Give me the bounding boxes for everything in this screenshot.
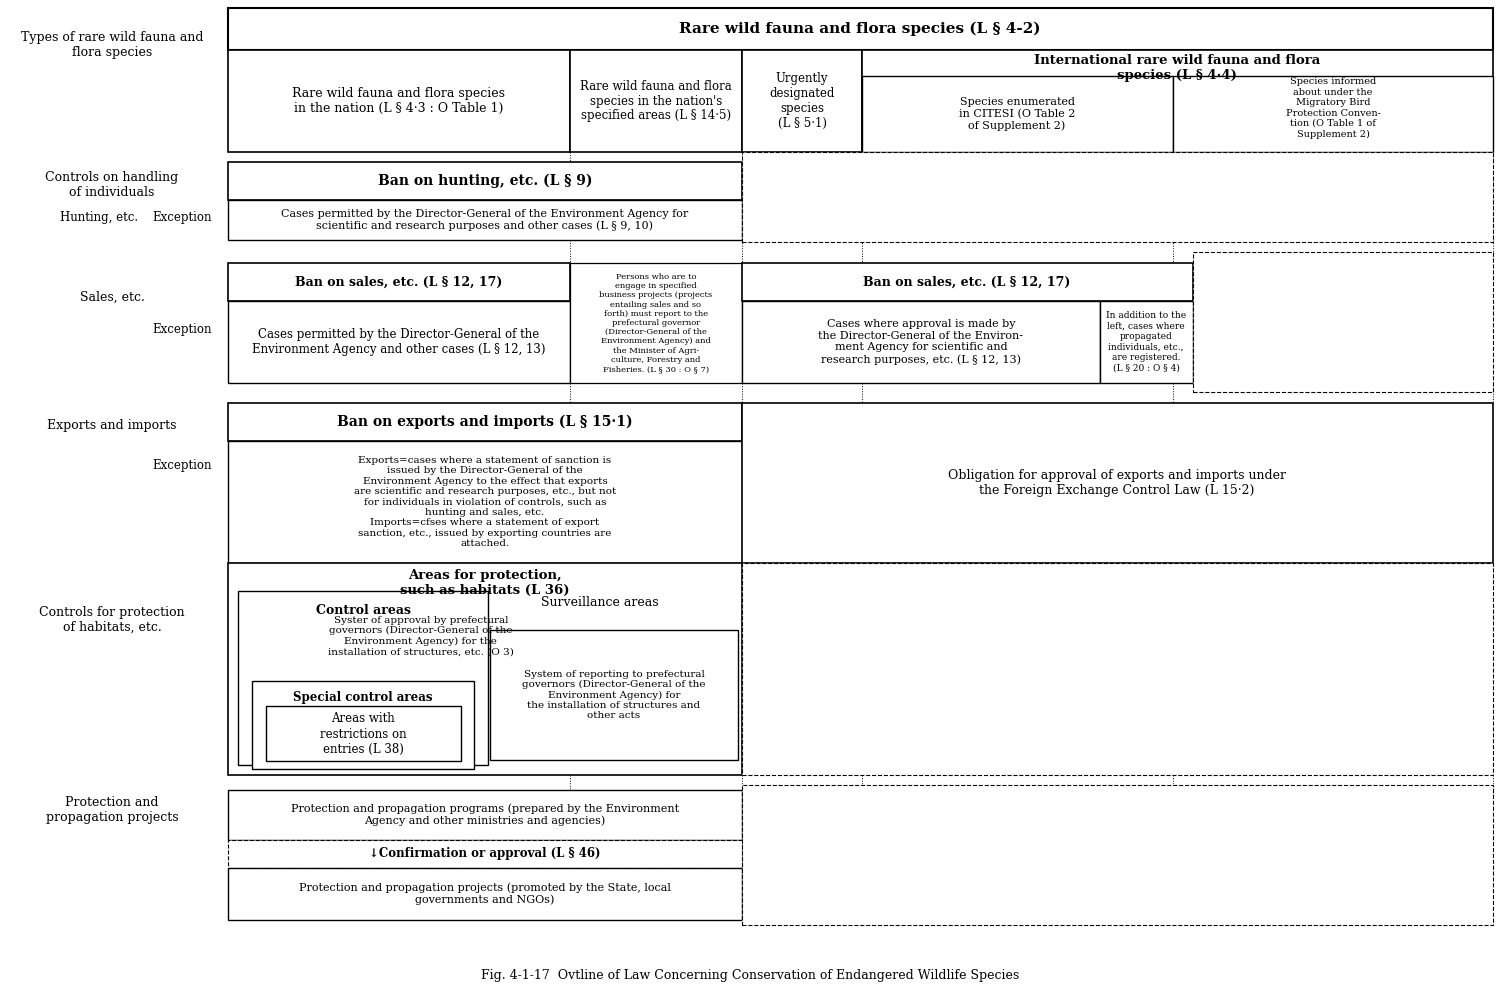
Bar (228, 263, 570, 301)
Bar (239, 591, 488, 765)
Text: Obligation for approval of exports and imports under
the Foreign Exchange Contro: Obligation for approval of exports and i… (949, 469, 1286, 497)
Bar (228, 790, 741, 840)
Text: Controls for protection
of habitats, etc.: Controls for protection of habitats, etc… (39, 606, 185, 634)
Bar (741, 263, 1193, 301)
Bar (1172, 76, 1493, 152)
Bar (741, 785, 1493, 925)
Bar (741, 301, 1100, 383)
Text: Ban on sales, etc. (L § 12, 17): Ban on sales, etc. (L § 12, 17) (296, 275, 503, 289)
Bar (228, 441, 741, 563)
Text: Protection and propagation programs (prepared by the Environment
Agency and othe: Protection and propagation programs (pre… (291, 803, 678, 826)
Bar (570, 50, 741, 152)
Text: Persons who are to
engage in specified
business projects (projects
entailing sal: Persons who are to engage in specified b… (599, 273, 713, 373)
Text: Rare wild fauna and flora species (L § 4-2): Rare wild fauna and flora species (L § 4… (680, 22, 1040, 36)
Bar (228, 162, 741, 200)
Text: ↓Confirmation or approval (L § 46): ↓Confirmation or approval (L § 46) (369, 847, 600, 861)
Text: Cases where approval is made by
the Director-General of the Environ-
ment Agency: Cases where approval is made by the Dire… (818, 320, 1024, 364)
Bar (1193, 252, 1493, 392)
Bar (228, 8, 1493, 50)
Text: Urgently
designated
species
(L § 5·1): Urgently designated species (L § 5·1) (770, 72, 835, 130)
Bar (228, 563, 741, 775)
Text: Cases permitted by the Director-General of the Environment Agency for
scientific: Cases permitted by the Director-General … (281, 209, 689, 231)
Text: Areas for protection,
such as habitats (L 36): Areas for protection, such as habitats (… (401, 569, 570, 597)
Bar (228, 200, 741, 240)
Text: Types of rare wild fauna and
flora species: Types of rare wild fauna and flora speci… (21, 31, 203, 59)
Text: Special control areas: Special control areas (293, 691, 432, 704)
Text: Ban on hunting, etc. (L § 9): Ban on hunting, etc. (L § 9) (378, 174, 593, 189)
Text: Protection and
propagation projects: Protection and propagation projects (45, 796, 179, 824)
Bar (741, 403, 1493, 563)
Text: Rare wild fauna and flora
species in the nation's
specified areas (L § 14·5): Rare wild fauna and flora species in the… (579, 79, 732, 122)
Text: Control areas: Control areas (315, 605, 410, 618)
Text: Syster of approval by prefectural
governors (Director-General of the
Environment: Syster of approval by prefectural govern… (329, 616, 513, 656)
Text: Exports=cases where a statement of sanction is
issued by the Director-General of: Exports=cases where a statement of sanct… (354, 456, 615, 548)
Text: Ban on exports and imports (L § 15·1): Ban on exports and imports (L § 15·1) (338, 415, 633, 429)
Text: Cases permitted by the Director-General of the
Environment Agency and other case: Cases permitted by the Director-General … (252, 328, 546, 356)
Text: Exception: Exception (152, 324, 212, 337)
Bar (228, 868, 741, 920)
Text: Species enumerated
in CITESI (O Table 2
of Supplement 2): Species enumerated in CITESI (O Table 2 … (959, 97, 1075, 131)
Text: Sales, etc.: Sales, etc. (80, 291, 144, 304)
Text: Protection and propagation projects (promoted by the State, local
governments an: Protection and propagation projects (pro… (299, 883, 671, 906)
Bar (570, 263, 741, 383)
Text: Rare wild fauna and flora species
in the nation (L § 4·3 : O Table 1): Rare wild fauna and flora species in the… (293, 87, 506, 115)
Bar (741, 152, 1493, 242)
Text: Hunting, etc.: Hunting, etc. (60, 212, 138, 224)
Text: Exception: Exception (152, 212, 212, 224)
Bar (1100, 301, 1193, 383)
Bar (228, 301, 570, 383)
Bar (228, 840, 741, 868)
Bar (741, 563, 1493, 775)
Bar (252, 681, 474, 769)
Text: Species informed
about under the
Migratory Bird
Protection Conven-
tion (O Table: Species informed about under the Migrato… (1285, 77, 1381, 139)
Bar (266, 706, 461, 761)
Text: Controls on handling
of individuals: Controls on handling of individuals (45, 171, 179, 199)
Bar (862, 50, 1493, 152)
Text: Fig. 4-1-17  Ovtline of Law Concerning Conservation of Endangered Wildlife Speci: Fig. 4-1-17 Ovtline of Law Concerning Co… (480, 968, 1019, 981)
Text: Surveillance areas: Surveillance areas (542, 596, 659, 609)
Text: Areas with
restrictions on
entries (L 38): Areas with restrictions on entries (L 38… (320, 713, 407, 756)
Bar (741, 50, 862, 152)
Text: Exception: Exception (152, 459, 212, 472)
Text: Ban on sales, etc. (L § 12, 17): Ban on sales, etc. (L § 12, 17) (863, 275, 1070, 289)
Bar (228, 403, 741, 441)
Bar (228, 50, 570, 152)
Text: Exports and imports: Exports and imports (47, 418, 177, 432)
Bar (489, 630, 738, 760)
Text: International rare wild fauna and flora
species (L § 4·4): International rare wild fauna and flora … (1034, 54, 1319, 82)
Bar (862, 76, 1172, 152)
Text: In addition to the
left, cases where
propagated
individuals, etc.,
are registere: In addition to the left, cases where pro… (1106, 312, 1186, 372)
Text: System of reporting to prefectural
governors (Director-General of the
Environmen: System of reporting to prefectural gover… (522, 669, 705, 721)
